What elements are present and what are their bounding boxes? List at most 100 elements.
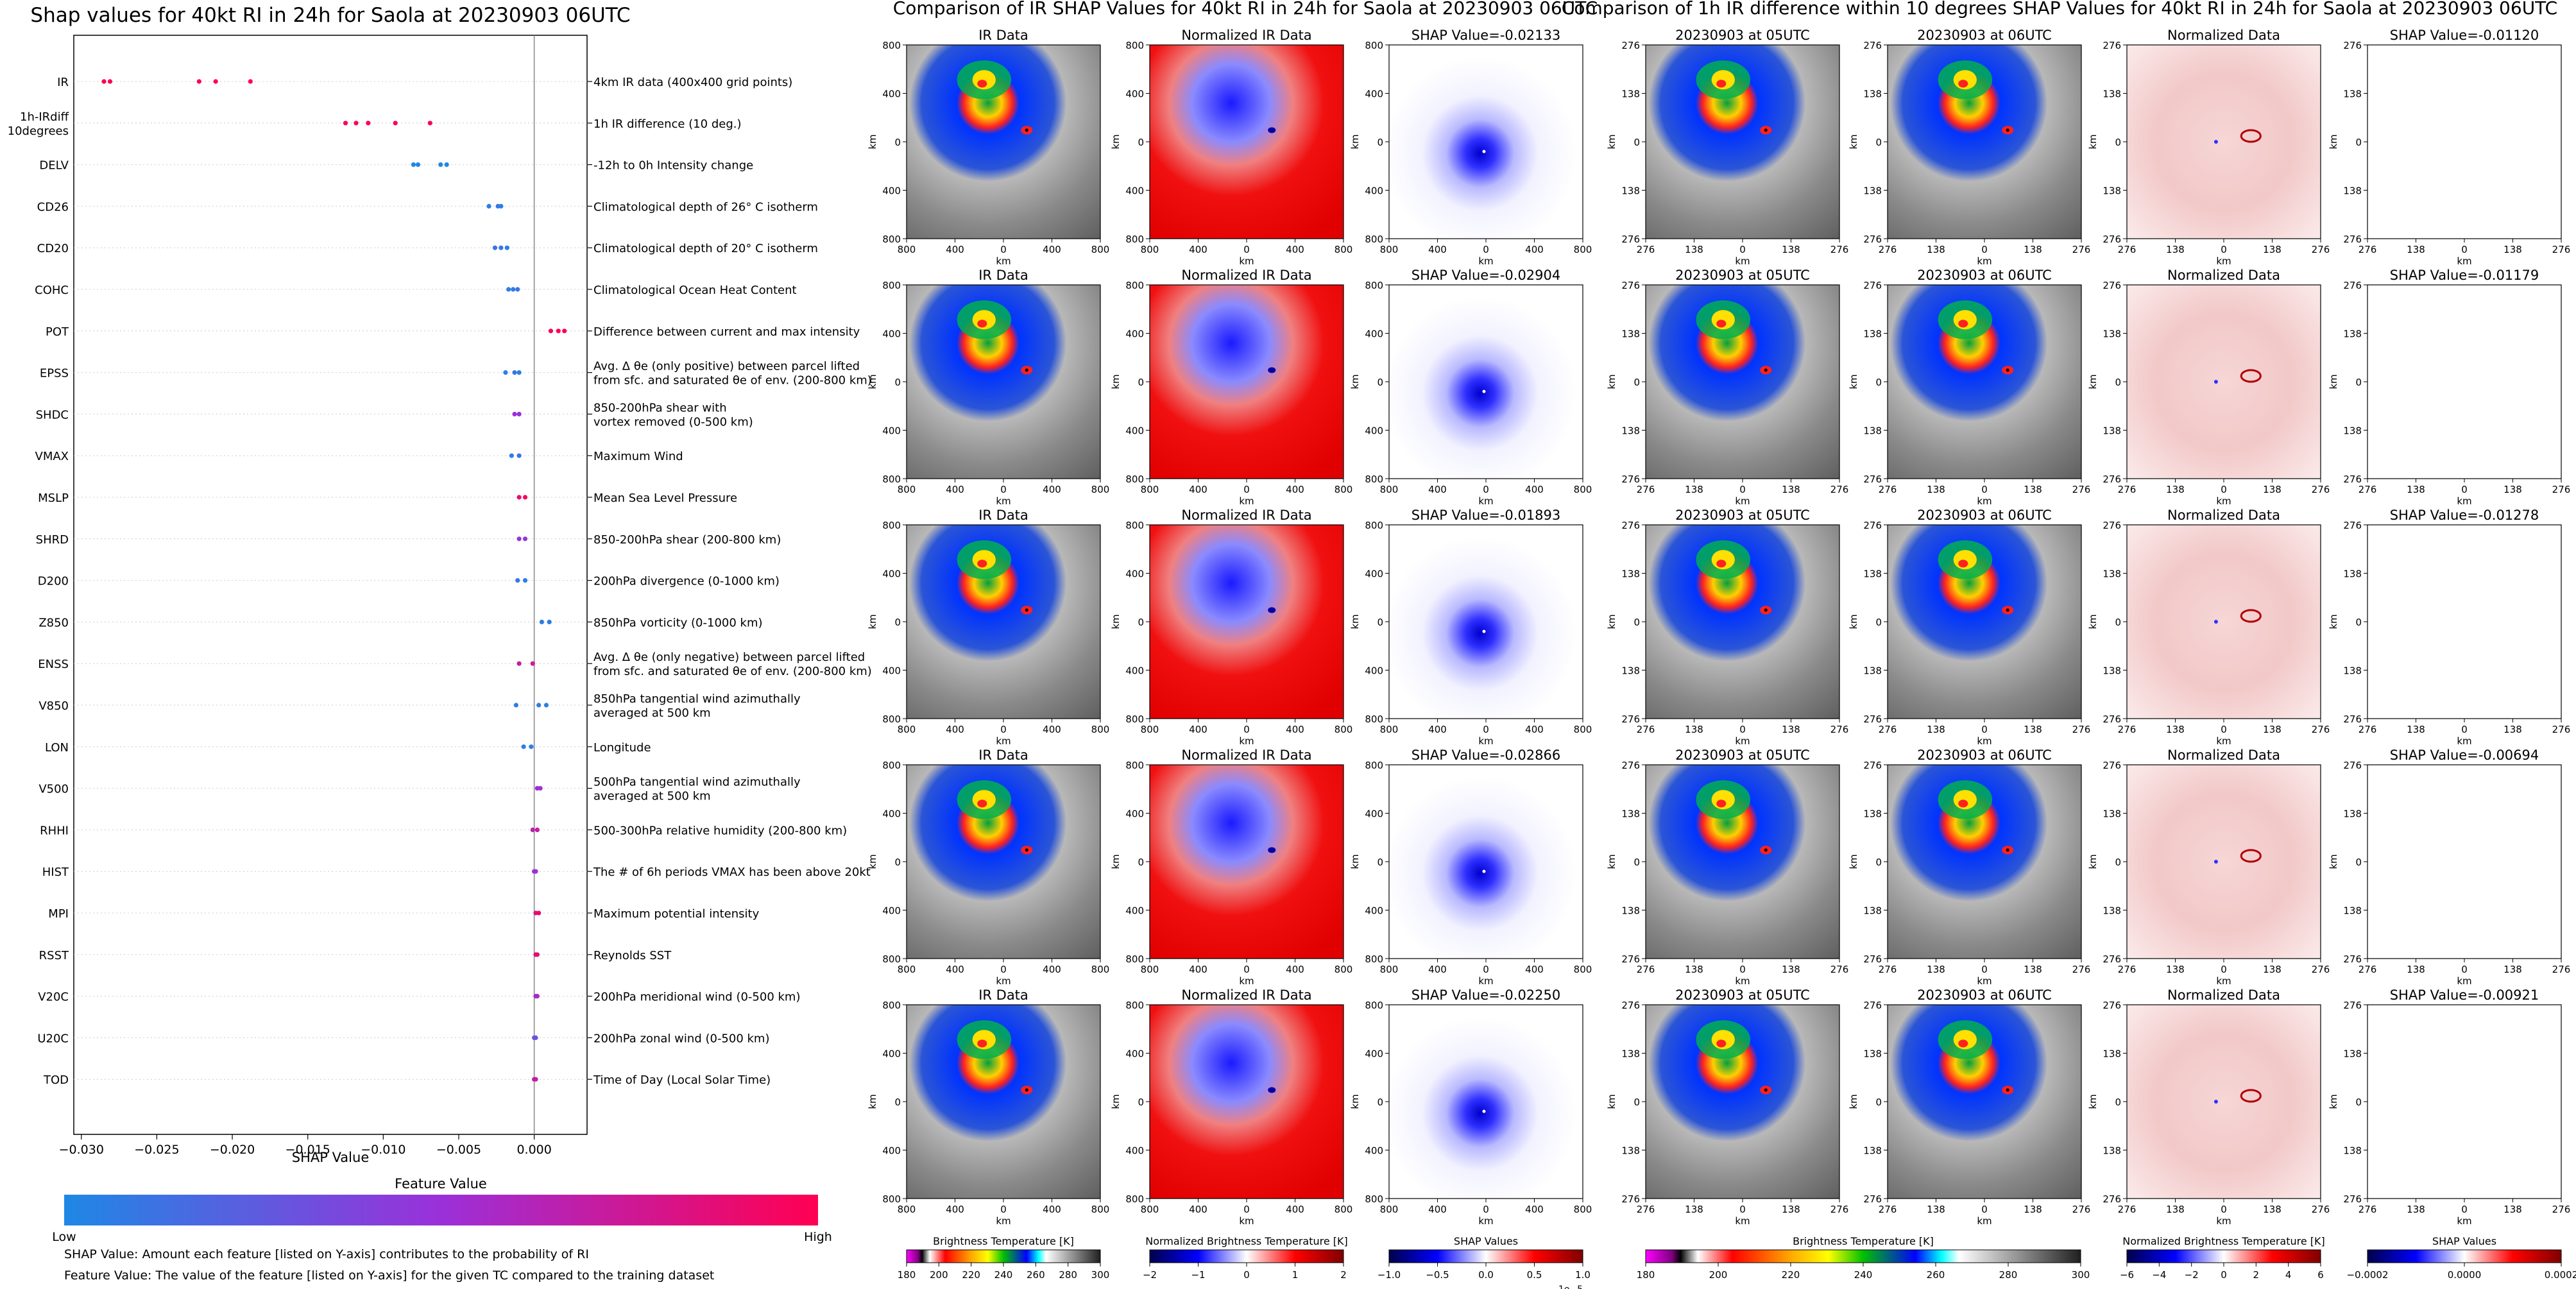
- shap-point: [506, 287, 511, 292]
- ir-diff-comparison-image: [1645, 284, 1840, 479]
- y-tick-label: 800: [1125, 713, 1144, 725]
- y-axis-label: km: [1349, 1094, 1361, 1109]
- x-axis-label: km: [1239, 735, 1254, 747]
- y-tick-label: 138: [2343, 568, 2362, 580]
- x-tick-label: 400: [1286, 244, 1304, 255]
- x-axis-label: km: [1735, 735, 1750, 747]
- shap-point: [516, 370, 522, 375]
- y-tick-label: 276: [1863, 953, 1882, 965]
- x-axis-label: km: [996, 975, 1011, 987]
- y-tick-label: 800: [1365, 520, 1383, 531]
- shap-point: [521, 744, 526, 749]
- x-tick-label: 400: [946, 964, 964, 975]
- x-tick-label: 138: [1927, 724, 1945, 735]
- x-tick-label: 276: [2072, 964, 2091, 975]
- subplot-title: Normalized Data: [2167, 987, 2280, 1003]
- typhoon-eye: [1764, 848, 1768, 852]
- x-tick-label: 276: [2358, 484, 2377, 495]
- ir-brightness-colorbar: [906, 1249, 1101, 1263]
- y-tick-label: 138: [1621, 568, 1640, 580]
- x-tick-label: 276: [1637, 1204, 1655, 1215]
- feature-code-label: 10degrees: [8, 124, 69, 138]
- shap-point: [196, 79, 201, 84]
- colorbar-tick-label: 260: [1927, 1269, 1945, 1281]
- y-tick-label: 276: [1863, 234, 1882, 245]
- x-tick-label: 800: [898, 964, 916, 975]
- y-tick-label: 138: [1621, 1145, 1640, 1157]
- blank-image-base: [2367, 525, 2561, 719]
- y-axis-label: km: [2328, 854, 2339, 869]
- normalized-image-base: [1150, 1005, 1343, 1199]
- x-tick-label: 800: [1091, 724, 1110, 735]
- y-tick-label: 0: [894, 857, 901, 868]
- shap-point: [516, 495, 522, 500]
- ir-shap-colorbar-label: SHAP Values: [1454, 1235, 1518, 1247]
- x-tick-label: 276: [1879, 484, 1897, 495]
- y-tick-label: 400: [882, 1145, 901, 1157]
- x-tick-label: 400: [1525, 964, 1544, 975]
- y-tick-label: 138: [1863, 568, 1882, 580]
- y-tick-label: 400: [1125, 425, 1144, 437]
- normalized-image-base: [1150, 765, 1343, 959]
- y-tick-label: 138: [1621, 425, 1640, 437]
- y-tick-label: 800: [882, 40, 901, 51]
- y-tick-label: 400: [882, 185, 901, 197]
- colorbar-tick-label: 220: [1782, 1269, 1800, 1281]
- ir-diff-comparison-image: [2126, 284, 2321, 479]
- subplot-title: IR Data: [978, 508, 1028, 523]
- y-tick-label: 276: [1621, 953, 1640, 965]
- y-tick-label: 276: [2343, 474, 2362, 485]
- x-tick-label: 0.000: [516, 1143, 551, 1157]
- y-tick-label: 276: [1863, 474, 1882, 485]
- y-tick-label: 138: [1863, 425, 1882, 437]
- typhoon-eye: [1025, 848, 1028, 852]
- y-tick-label: 400: [882, 425, 901, 437]
- y-tick-label: 138: [1863, 89, 1882, 100]
- colorbar-high-label: High: [804, 1230, 832, 1244]
- x-tick-label: 138: [2024, 1204, 2042, 1215]
- feature-code-label: RHHI: [40, 824, 69, 837]
- norm-diff-eye: [2240, 849, 2262, 863]
- x-tick-label: 400: [1189, 244, 1207, 255]
- x-tick-label: 276: [2118, 244, 2137, 255]
- subplot-title: 20230903 at 06UTC: [1917, 508, 2052, 523]
- ir-cloud-coldest: [977, 559, 987, 568]
- feature-description-label: Climatological depth of 26° C isotherm: [593, 200, 818, 214]
- subplot-title: 20230903 at 05UTC: [1675, 987, 1810, 1003]
- subplot-title: Normalized Data: [2167, 268, 2280, 283]
- y-tick-label: 0: [1633, 857, 1640, 868]
- x-tick-label: 138: [2503, 244, 2522, 255]
- x-axis-label: km: [1478, 975, 1493, 987]
- colorbar-tick-label: −6: [2120, 1269, 2134, 1281]
- y-axis-label: km: [1848, 134, 1859, 149]
- ir-comparison-image: [1388, 524, 1583, 719]
- shap-point: [539, 619, 545, 625]
- feature-description-label: Climatological Ocean Heat Content: [593, 284, 797, 297]
- ir-comparison-image: [906, 284, 1101, 479]
- x-tick-label: 276: [2072, 484, 2091, 495]
- shap-point: [534, 994, 540, 999]
- x-tick-label: 0: [2461, 724, 2468, 735]
- x-tick-label: 400: [1428, 244, 1447, 255]
- x-tick-label: 800: [1141, 1204, 1159, 1215]
- feature-description-label: 850-200hPa shear (200-800 km): [593, 533, 781, 547]
- y-tick-label: 138: [2343, 1048, 2362, 1060]
- norm-diff-center: [2213, 380, 2218, 384]
- y-tick-label: 800: [882, 474, 901, 485]
- x-tick-label: 400: [1286, 724, 1304, 735]
- x-axis-label: km: [1478, 255, 1493, 267]
- ir-brightness-colorbar-label: Brightness Temperature [K]: [933, 1235, 1074, 1247]
- x-tick-label: 138: [1782, 724, 1800, 735]
- x-axis-label: km: [1478, 735, 1493, 747]
- y-axis-label: km: [2087, 134, 2099, 149]
- x-tick-label: 276: [1637, 484, 1655, 495]
- x-tick-label: 276: [2072, 1204, 2091, 1215]
- y-tick-label: 276: [2343, 1193, 2362, 1205]
- x-tick-label: 800: [1141, 244, 1159, 255]
- x-tick-label: 138: [1927, 244, 1945, 255]
- y-axis-label: km: [867, 1094, 878, 1109]
- ir-normalized-colorbar: [1149, 1249, 1344, 1263]
- x-tick-label: 400: [1286, 1204, 1304, 1215]
- feature-code-label: V500: [38, 783, 69, 796]
